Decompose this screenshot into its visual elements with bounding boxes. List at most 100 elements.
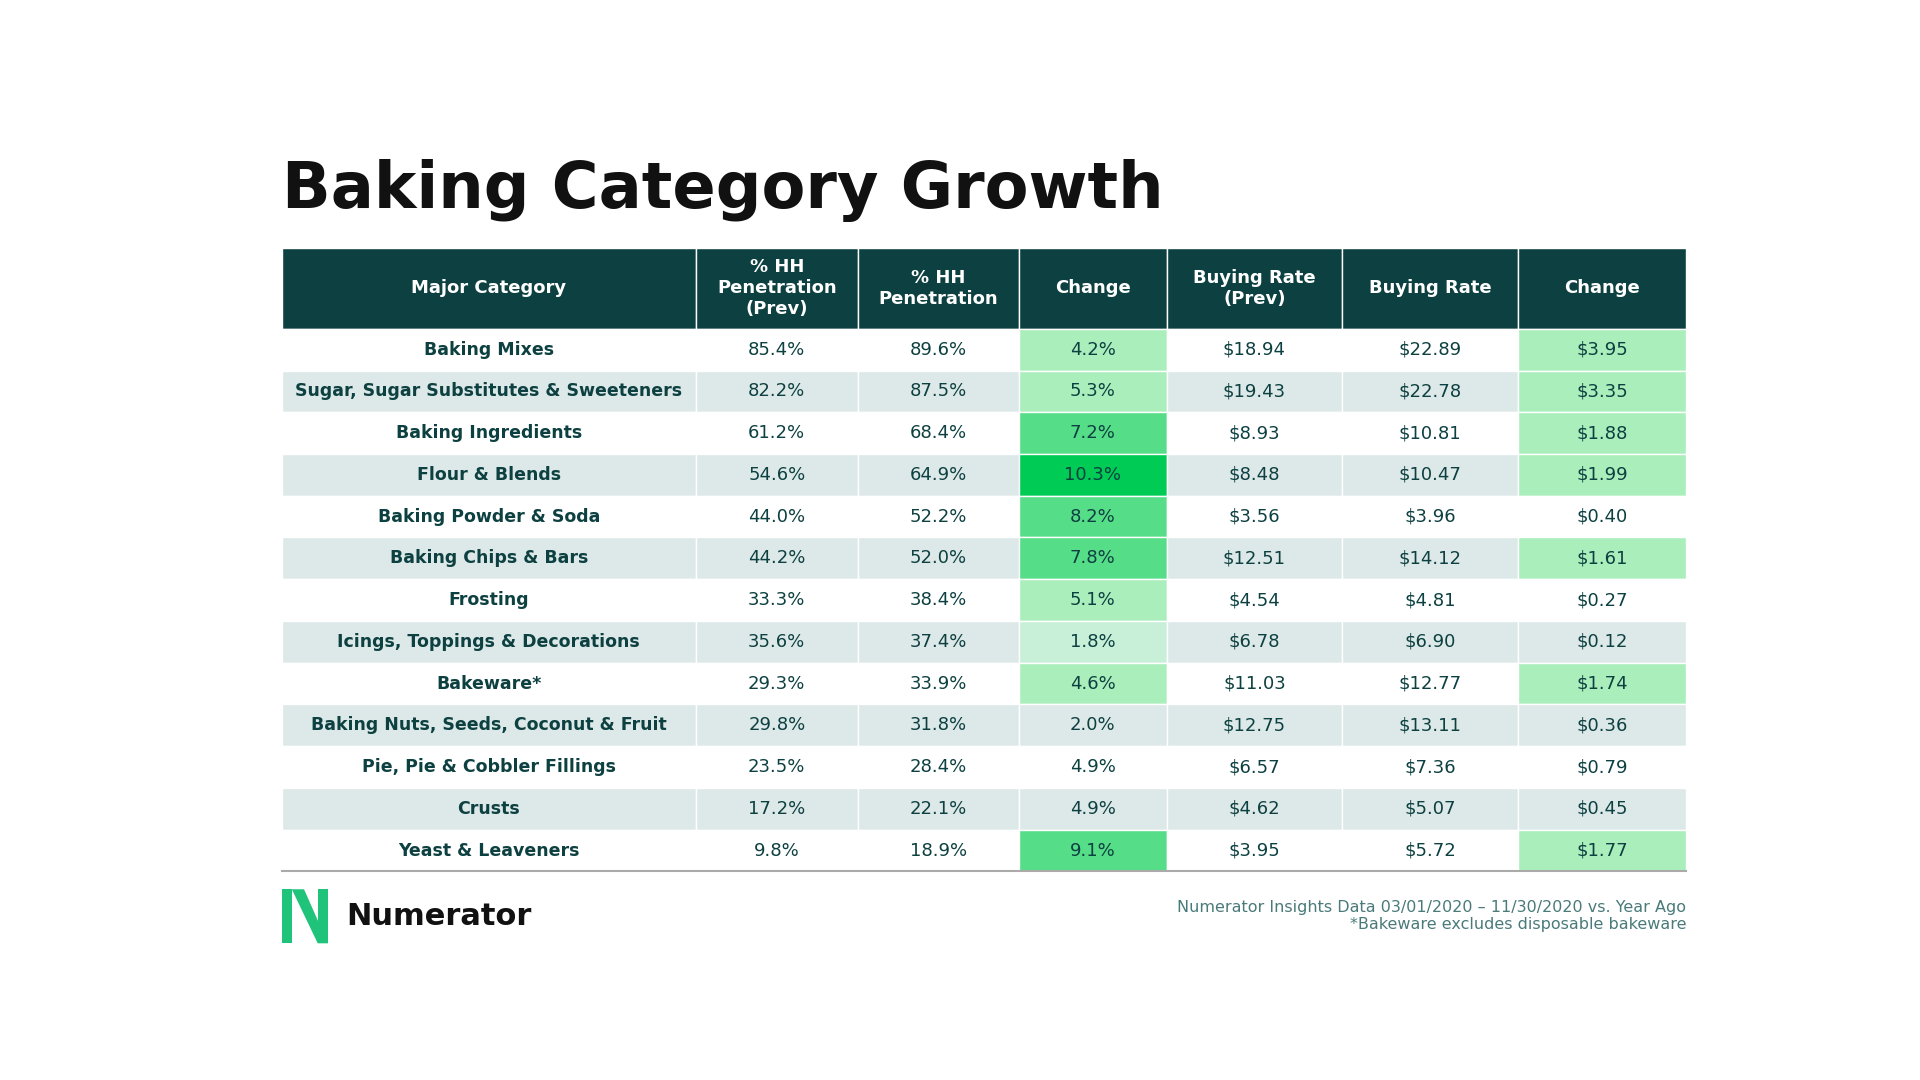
Text: 38.4%: 38.4% — [910, 591, 968, 609]
Text: 29.8%: 29.8% — [749, 716, 804, 734]
Bar — [1342, 247, 1519, 328]
Text: $19.43: $19.43 — [1223, 382, 1286, 401]
Text: $14.12: $14.12 — [1398, 550, 1461, 567]
Bar — [1519, 579, 1686, 621]
Bar — [858, 496, 1020, 538]
Text: Crusts: Crusts — [457, 800, 520, 818]
Text: 4.9%: 4.9% — [1069, 800, 1116, 818]
Bar — [1342, 413, 1519, 454]
Text: $4.62: $4.62 — [1229, 800, 1281, 818]
Bar — [1342, 538, 1519, 579]
Bar — [858, 621, 1020, 663]
Text: $8.48: $8.48 — [1229, 465, 1281, 484]
Text: $6.90: $6.90 — [1404, 633, 1455, 651]
Bar — [1020, 829, 1167, 872]
Bar — [697, 370, 858, 413]
Text: $22.89: $22.89 — [1398, 340, 1461, 359]
Text: $1.88: $1.88 — [1576, 424, 1628, 442]
Text: $3.95: $3.95 — [1229, 841, 1281, 860]
Text: 2.0%: 2.0% — [1069, 716, 1116, 734]
Bar — [1167, 538, 1342, 579]
Text: $22.78: $22.78 — [1398, 382, 1461, 401]
Bar — [697, 704, 858, 746]
Bar — [1519, 746, 1686, 788]
Text: Bakeware*: Bakeware* — [436, 675, 541, 692]
Text: Buying Rate: Buying Rate — [1369, 280, 1492, 297]
Bar — [282, 370, 697, 413]
Text: $10.81: $10.81 — [1398, 424, 1461, 442]
Bar — [1167, 247, 1342, 328]
Bar — [1519, 247, 1686, 328]
Bar — [1167, 370, 1342, 413]
Text: Flour & Blends: Flour & Blends — [417, 465, 561, 484]
Text: $0.45: $0.45 — [1576, 800, 1628, 818]
Bar — [1519, 370, 1686, 413]
Bar — [858, 579, 1020, 621]
Bar — [1342, 663, 1519, 704]
Bar — [697, 247, 858, 328]
Bar — [1167, 328, 1342, 370]
Text: $12.77: $12.77 — [1398, 675, 1461, 692]
Text: 4.6%: 4.6% — [1069, 675, 1116, 692]
Bar — [1342, 746, 1519, 788]
Text: Major Category: Major Category — [411, 280, 566, 297]
Bar — [697, 663, 858, 704]
Bar — [1519, 663, 1686, 704]
Text: $0.40: $0.40 — [1576, 508, 1628, 526]
Text: $13.11: $13.11 — [1398, 716, 1461, 734]
Polygon shape — [292, 889, 328, 943]
Bar — [1167, 663, 1342, 704]
Text: $11.03: $11.03 — [1223, 675, 1286, 692]
Text: 8.2%: 8.2% — [1069, 508, 1116, 526]
Text: $3.96: $3.96 — [1404, 508, 1455, 526]
Text: $4.81: $4.81 — [1404, 591, 1455, 609]
Text: $3.35: $3.35 — [1576, 382, 1628, 401]
Bar — [1342, 621, 1519, 663]
Text: 7.2%: 7.2% — [1069, 424, 1116, 442]
Text: Change: Change — [1565, 280, 1640, 297]
Bar — [1519, 413, 1686, 454]
Text: Baking Ingredients: Baking Ingredients — [396, 424, 582, 442]
Bar — [697, 746, 858, 788]
Bar — [697, 496, 858, 538]
Text: 54.6%: 54.6% — [749, 465, 804, 484]
Text: $6.57: $6.57 — [1229, 758, 1281, 777]
Bar — [697, 788, 858, 829]
Bar — [1519, 788, 1686, 829]
Text: $18.94: $18.94 — [1223, 340, 1286, 359]
Text: $4.54: $4.54 — [1229, 591, 1281, 609]
Bar — [858, 538, 1020, 579]
Text: % HH
Penetration
(Prev): % HH Penetration (Prev) — [716, 258, 837, 318]
Bar — [282, 889, 292, 943]
Text: 52.2%: 52.2% — [910, 508, 968, 526]
Text: 44.0%: 44.0% — [749, 508, 804, 526]
Bar — [858, 788, 1020, 829]
Bar — [317, 889, 328, 943]
Bar — [282, 454, 697, 496]
Text: Baking Nuts, Seeds, Coconut & Fruit: Baking Nuts, Seeds, Coconut & Fruit — [311, 716, 666, 734]
Text: 17.2%: 17.2% — [749, 800, 804, 818]
Text: $7.36: $7.36 — [1404, 758, 1455, 777]
Text: Frosting: Frosting — [449, 591, 530, 609]
Text: Icings, Toppings & Decorations: Icings, Toppings & Decorations — [338, 633, 639, 651]
Bar — [282, 247, 697, 328]
Bar — [1167, 829, 1342, 872]
Text: 5.3%: 5.3% — [1069, 382, 1116, 401]
Bar — [1020, 247, 1167, 328]
Text: $3.56: $3.56 — [1229, 508, 1281, 526]
Bar — [1167, 496, 1342, 538]
Bar — [1519, 621, 1686, 663]
Bar — [1020, 496, 1167, 538]
Bar — [1167, 454, 1342, 496]
Text: $0.12: $0.12 — [1576, 633, 1628, 651]
Text: $12.75: $12.75 — [1223, 716, 1286, 734]
Text: 44.2%: 44.2% — [749, 550, 806, 567]
Text: $0.36: $0.36 — [1576, 716, 1628, 734]
Bar — [697, 829, 858, 872]
Text: 5.1%: 5.1% — [1069, 591, 1116, 609]
Text: 22.1%: 22.1% — [910, 800, 968, 818]
Text: Change: Change — [1054, 280, 1131, 297]
Bar — [1167, 704, 1342, 746]
Bar — [1342, 370, 1519, 413]
Bar — [1342, 704, 1519, 746]
